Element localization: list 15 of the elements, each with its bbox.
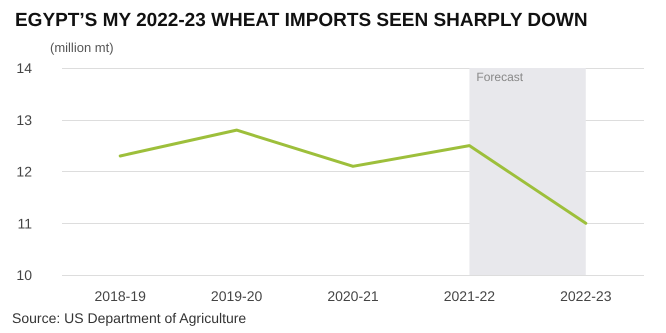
x-tick-label: 2022-23 — [560, 288, 612, 304]
chart-title: EGYPT’S MY 2022-23 WHEAT IMPORTS SEEN SHARPLY DOWN — [15, 10, 588, 31]
x-tick-label: 2019-20 — [210, 288, 262, 304]
line-series — [118, 128, 588, 225]
y-axis-title: (million mt) — [50, 40, 114, 55]
band-label: Forecast — [476, 70, 524, 84]
x-tick-label: 2020-21 — [327, 288, 379, 304]
y-tick-label: 10 — [16, 267, 32, 283]
y-tick-label: 13 — [16, 112, 32, 128]
y-tick-label: 14 — [16, 60, 32, 76]
x-tick-label: 2018-19 — [94, 288, 146, 304]
y-tick-label: 12 — [16, 164, 32, 180]
y-tick-label: 11 — [17, 215, 32, 232]
x-tick-label: 2021-22 — [444, 288, 496, 304]
source-note: Source: US Department of Agriculture — [12, 310, 246, 326]
